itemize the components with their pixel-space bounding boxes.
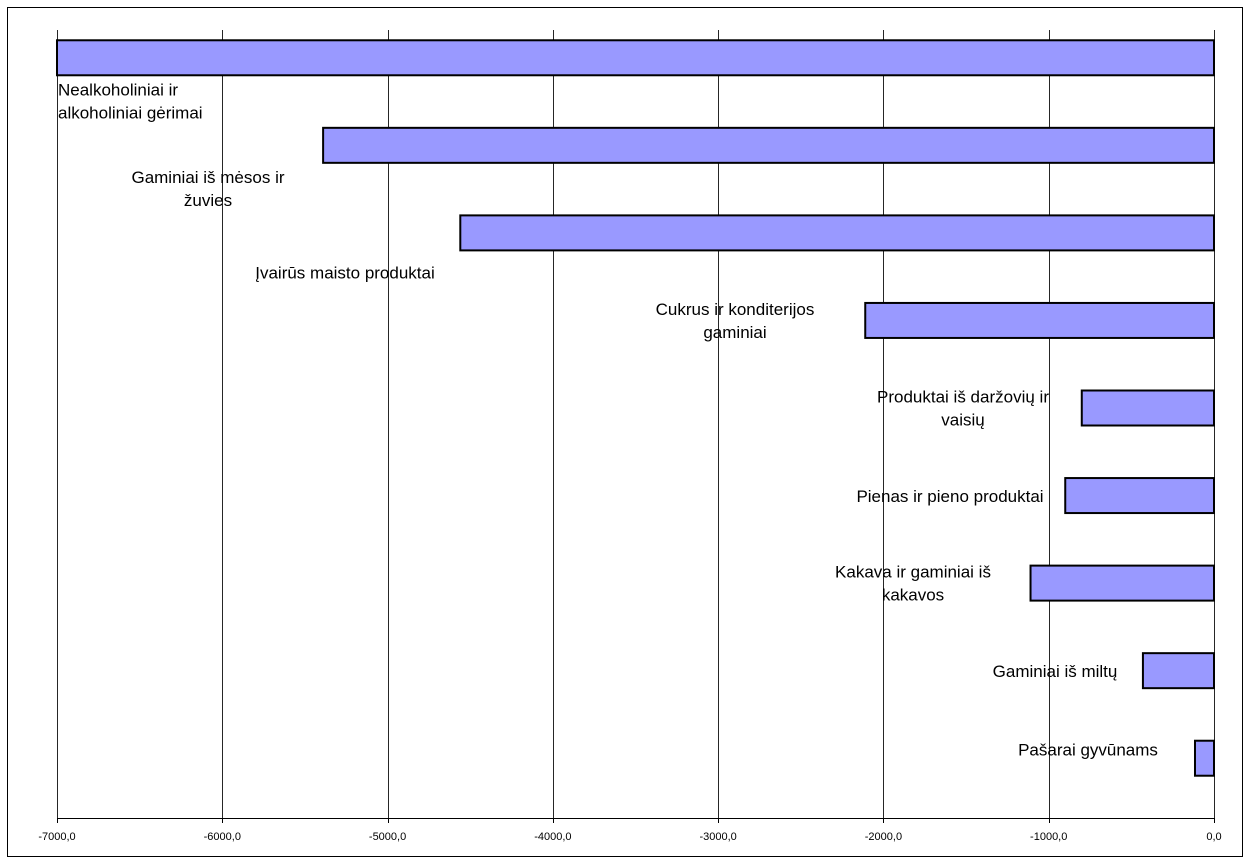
bar [1064, 477, 1215, 515]
category-label: Pašarai gyvūnams [1018, 741, 1158, 760]
category-label: Įvairūs maisto produktai [255, 263, 435, 282]
bar [1080, 389, 1216, 427]
bars [56, 39, 1216, 777]
category-label: gaminiai [703, 323, 766, 342]
bar [1193, 739, 1216, 777]
x-tick-label: -6000,0 [204, 831, 241, 843]
category-label: Pienas ir pieno produktai [856, 487, 1043, 506]
category-label: Nealkoholiniai ir [58, 80, 178, 99]
category-label: Gaminiai iš miltų [993, 662, 1118, 681]
x-tick-label: -2000,0 [865, 831, 902, 843]
category-label: alkoholiniai gėrimai [58, 103, 203, 122]
bar [459, 214, 1216, 252]
category-label: Kakava ir gaminiai iš [835, 563, 991, 582]
x-axis: -7000,0 -6000,0 -5000,0 -4000,0 -3000,0 -2000… [38, 818, 1222, 843]
x-tick-label: -1000,0 [1030, 831, 1067, 843]
bar [56, 39, 1215, 77]
category-labels: Nealkoholiniai ir alkoholiniai gėrimai Gam… [58, 80, 1158, 759]
x-tick-label: -3000,0 [699, 831, 736, 843]
bar [864, 301, 1215, 339]
category-label: Cukrus ir konditerijos [656, 300, 815, 319]
category-label: žuvies [184, 191, 232, 210]
category-label: Gaminiai iš mėsos ir [131, 168, 284, 187]
bar [322, 126, 1215, 164]
x-tick-label: -7000,0 [38, 831, 75, 843]
category-label: vaisių [941, 411, 984, 430]
x-tick-label: 0,0 [1206, 831, 1221, 843]
category-label: Produktai iš daržovių ir [877, 388, 1049, 407]
category-label: kakavos [882, 586, 944, 605]
bar [1029, 564, 1215, 602]
bar [1141, 652, 1215, 690]
x-tick-label: -4000,0 [534, 831, 571, 843]
x-tick-label: -5000,0 [369, 831, 406, 843]
